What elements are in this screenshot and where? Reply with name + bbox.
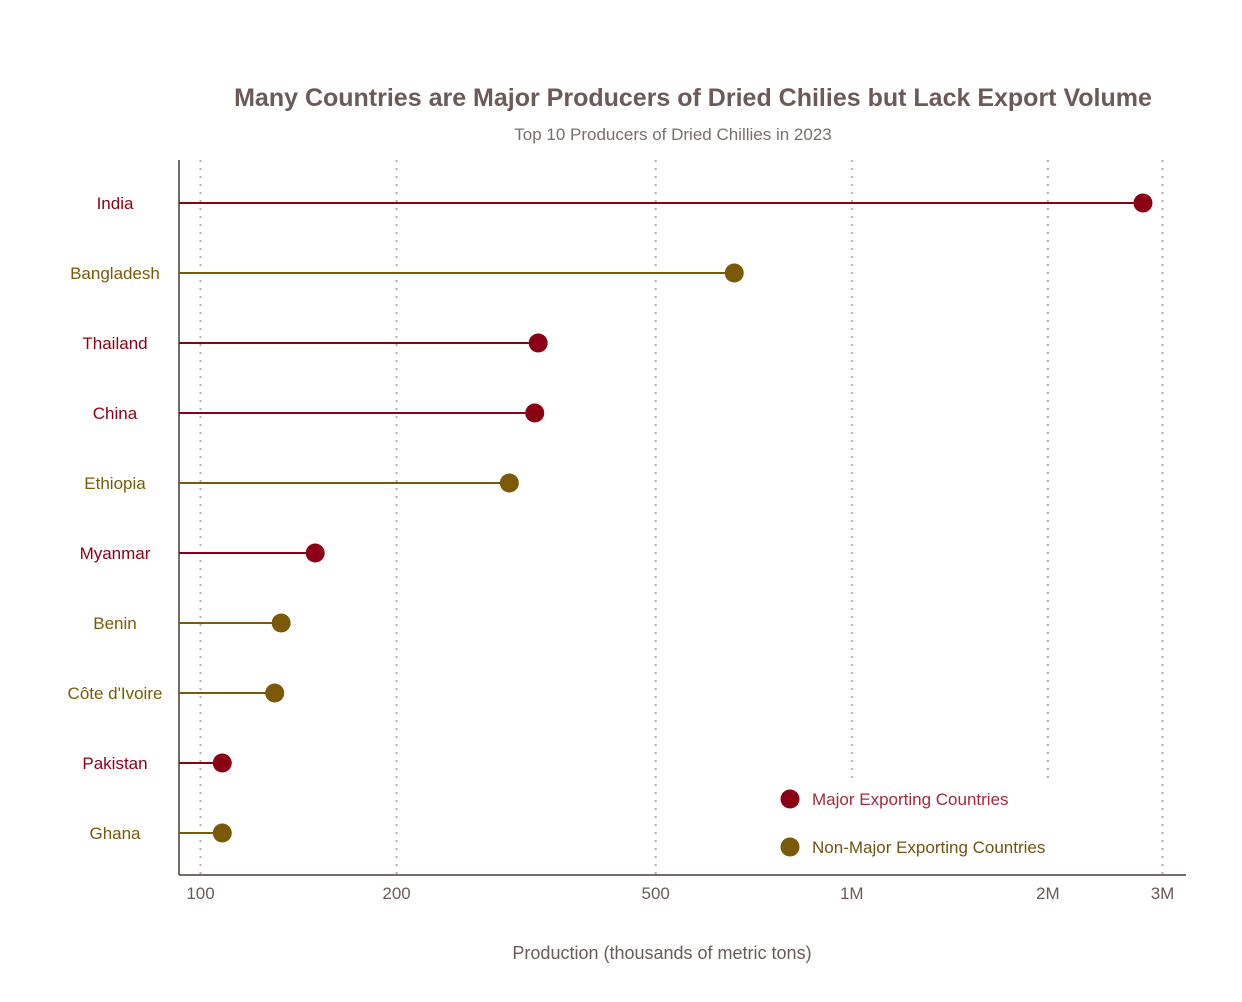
y-tick-label: Ethiopia [84,474,146,493]
chart-title: Many Countries are Major Producers of Dr… [234,84,1152,112]
y-tick-label: Pakistan [82,754,147,773]
lollipop-point [212,823,232,843]
lollipop-point [1133,193,1153,213]
lollipop-point [271,613,291,633]
x-tick-label: 200 [382,884,410,903]
y-tick-label: Benin [93,614,136,633]
x-tick-label: 3M [1151,884,1175,903]
x-tick-label: 2M [1036,884,1060,903]
x-tick-label: 100 [186,884,214,903]
lollipop-point [525,403,545,423]
y-tick-label: Bangladesh [70,264,160,283]
y-tick-label: Côte d'Ivoire [68,684,163,703]
x-tick-label: 1M [840,884,864,903]
lollipop-point [265,683,285,703]
chart-subtitle: Top 10 Producers of Dried Chillies in 20… [514,125,832,144]
legend-label: Non-Major Exporting Countries [812,838,1045,857]
lollipop-point [305,543,325,563]
x-axis-label: Production (thousands of metric tons) [512,943,812,963]
y-tick-label: India [97,194,134,213]
y-tick-label: Myanmar [80,544,151,563]
lollipop-point [724,263,744,283]
lollipop-point [528,333,548,353]
legend-marker [780,789,800,809]
y-tick-label: China [93,404,138,423]
y-tick-label: Thailand [82,334,147,353]
legend-marker [780,837,800,857]
legend-label: Major Exporting Countries [812,790,1009,809]
lollipop-point [212,753,232,773]
x-tick-label: 500 [642,884,670,903]
lollipop-point [499,473,519,493]
y-tick-label: Ghana [89,824,141,843]
